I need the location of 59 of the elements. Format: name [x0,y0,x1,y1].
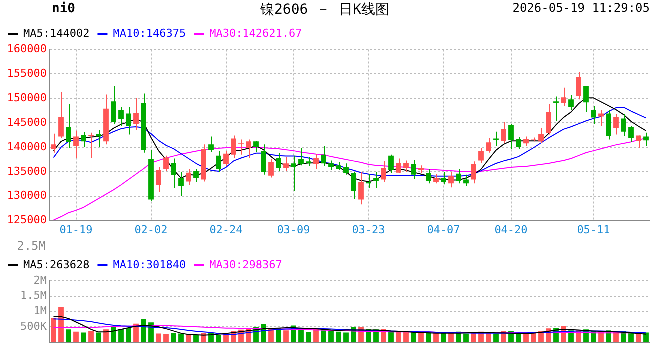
y-tick-label: 145000 [7,116,47,129]
bar [141,319,146,342]
bar [321,330,326,342]
y-tick-label: 125000 [7,214,47,227]
bar [171,333,176,342]
bar [126,328,132,342]
bar [88,331,94,342]
y-tick-label: 135000 [7,164,47,178]
y-tick-label: 130000 [7,189,47,202]
bar [66,330,72,342]
bar [404,332,409,342]
legend-label: MA5:144002 [24,27,90,40]
legend-label: MA5:263628 [24,258,90,272]
bar [336,332,342,342]
bar [118,328,124,342]
bar [51,318,56,342]
legend-label: MA30:142621.67 [210,27,302,40]
y-tick-label: 2M [34,274,48,287]
y-tick-label: 140000 [7,140,47,154]
bar [74,332,79,342]
y-tick-label: 155000 [7,67,47,80]
bar [411,332,416,342]
y-tick-label: 1.5M [20,289,48,302]
bar [164,334,169,342]
text: ni0 [52,1,76,16]
x-tick-label: 04-20 [494,223,528,236]
bar [464,334,469,342]
x-tick-label: 04-07 [427,223,460,236]
bar [96,332,102,342]
y-tick-label: 1M [34,304,48,318]
y-tick-label: 500K [20,320,48,333]
bar [224,334,229,342]
legend-label: MA30:298367 [210,258,282,272]
bar [328,331,334,342]
bar [306,332,312,342]
bar [284,330,289,342]
text: 2.5M [17,239,46,254]
bar [104,330,109,342]
bar [111,327,116,342]
bar [58,307,64,342]
bar [194,335,199,342]
y-tick-label: 150000 [7,92,47,105]
bar [216,335,222,342]
y-tick-label: 160000 [7,42,47,56]
x-tick-label: 02-02 [134,223,168,236]
text: 2026-05-19 11:29:05 [512,1,650,16]
x-tick-label: 03-09 [277,223,310,236]
legend-label: MA10:301840 [113,258,186,272]
bar [156,334,162,342]
bar [178,334,184,342]
x-tick-label: 02-24 [210,223,244,236]
bar [81,332,86,342]
chart-title: 镍2606 － 日K线图 [259,2,390,18]
bar [494,334,499,342]
x-tick-label: 01-19 [60,223,93,236]
bar [344,332,349,342]
x-tick-label: 05-11 [577,223,610,236]
x-tick-label: 03-23 [352,223,386,236]
legend-label: MA10:146375 [113,27,186,40]
